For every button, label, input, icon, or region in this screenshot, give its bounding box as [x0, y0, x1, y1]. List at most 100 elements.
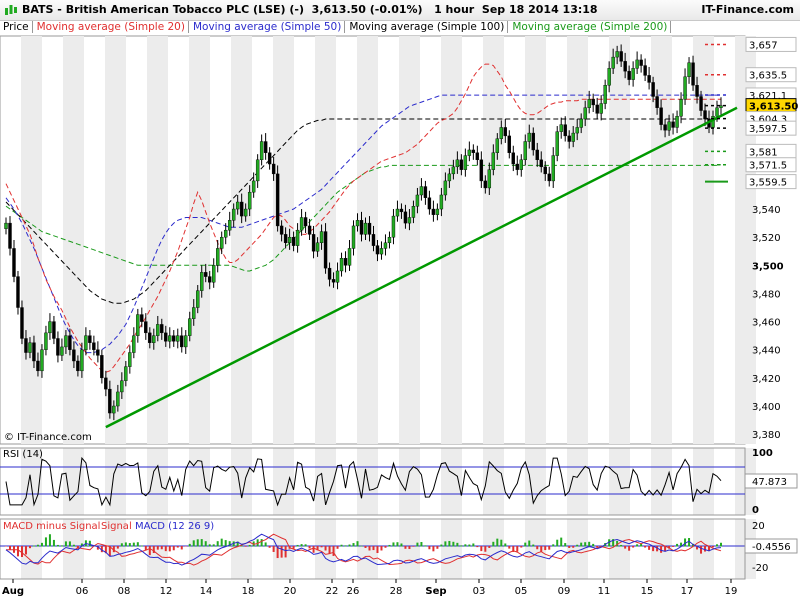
- macd-histogram-bar: [476, 546, 479, 548]
- macd-histogram-bar: [444, 541, 447, 547]
- macd-histogram-bar: [148, 546, 151, 556]
- datetime: Sep 18 2014 13:18: [481, 3, 598, 16]
- day-band: [105, 36, 126, 444]
- macd-histogram-bar: [572, 546, 575, 548]
- macd-histogram-bar: [632, 546, 635, 548]
- macd-histogram-bar: [220, 538, 223, 547]
- legend-ma100[interactable]: Moving average (Simple 100): [346, 21, 509, 33]
- candle-body: [663, 124, 667, 131]
- candle-body: [323, 231, 328, 269]
- macd-histogram-bar: [468, 544, 471, 547]
- candle-body: [423, 186, 428, 198]
- candle-body: [719, 105, 723, 108]
- level-box: [745, 67, 797, 83]
- x-tick-label: 17: [681, 586, 694, 597]
- chart-title-bar: BATS - British American Tobacco PLC (LSE…: [0, 0, 800, 21]
- macd-histogram-bar: [44, 537, 47, 547]
- candle-body: [655, 96, 659, 108]
- candle-body: [208, 276, 212, 283]
- candle-body: [16, 276, 20, 308]
- candle-body: [355, 220, 360, 227]
- macd-histogram-bar: [232, 541, 235, 547]
- macd-histogram-bar: [192, 540, 195, 547]
- candle-body: [543, 166, 547, 175]
- candle-body: [184, 335, 188, 348]
- candle-body: [92, 342, 96, 350]
- day-band: [441, 36, 462, 444]
- legend-ma50[interactable]: Moving average (Simple 50): [190, 21, 346, 33]
- macd-histogram-bar: [52, 539, 55, 547]
- macd-histogram-bar: [40, 542, 43, 547]
- macd-histogram-bar: [548, 546, 551, 550]
- macd-histogram-bar: [480, 546, 483, 552]
- macd-histogram-bar: [348, 544, 351, 547]
- macd-histogram-bar: [500, 539, 503, 547]
- day-band-rsi: [315, 448, 336, 515]
- candle-body: [128, 352, 132, 367]
- macd-histogram-bar: [96, 546, 99, 550]
- level-box: [745, 174, 797, 190]
- macd-histogram-bar: [260, 539, 263, 547]
- candle-body: [439, 194, 444, 210]
- legend-ma200[interactable]: Moving average (Simple 200): [509, 21, 672, 33]
- macd-histogram-bar: [704, 546, 707, 552]
- candle-body: [251, 180, 256, 193]
- macd-histogram-bar: [120, 543, 123, 547]
- candle-body: [124, 366, 128, 381]
- macd-histogram-bar: [688, 538, 691, 547]
- candle-body: [415, 194, 420, 207]
- macd-histogram-bar: [104, 546, 107, 554]
- x-tick-label: 26: [347, 586, 360, 597]
- x-tick-label: 05: [515, 586, 528, 597]
- candle-body: [715, 107, 719, 117]
- candle-body: [44, 332, 48, 350]
- candle-body: [279, 225, 284, 235]
- macd-histogram-bar: [708, 546, 711, 552]
- candle-body: [112, 405, 116, 414]
- candle-body: [68, 335, 72, 350]
- legend-ma20[interactable]: Moving average (Simple 20): [34, 21, 189, 33]
- macd-value: -0.4556: [752, 542, 791, 553]
- macd-histogram-bar: [652, 546, 655, 552]
- day-band: [357, 36, 378, 444]
- candle-body: [599, 103, 603, 114]
- candle-body: [144, 321, 148, 334]
- candle-body: [435, 208, 440, 215]
- candle-body: [495, 138, 500, 153]
- candle-body: [28, 342, 32, 353]
- day-band-macd: [441, 519, 462, 579]
- legend-price[interactable]: Price: [0, 21, 33, 33]
- candle-body: [343, 258, 348, 266]
- y-tick-label: 3,520: [752, 233, 781, 244]
- macd-histogram-bar: [20, 546, 23, 557]
- macd-histogram-bar: [408, 546, 411, 550]
- candle-body: [287, 236, 292, 244]
- day-band: [63, 36, 84, 444]
- macd-histogram-bar: [380, 546, 383, 551]
- candle-body: [196, 290, 200, 308]
- macd-histogram-bar: [8, 546, 11, 550]
- macd-histogram-bar: [56, 544, 59, 547]
- candle-body: [4, 222, 8, 229]
- day-band-macd: [105, 519, 126, 579]
- candle-body: [511, 152, 515, 165]
- candle-body: [100, 355, 104, 379]
- y-tick-label: 3,540: [752, 205, 781, 216]
- macd-label-macd: MACD (12 26 9): [135, 521, 214, 532]
- day-band-macd: [483, 519, 504, 579]
- macd-histogram-bar: [368, 546, 371, 551]
- macd-histogram-bar: [216, 541, 219, 547]
- macd-histogram-bar: [272, 546, 275, 552]
- rsi-value-box: [744, 473, 798, 489]
- macd-histogram-bar: [292, 546, 295, 549]
- macd-histogram-bar: [496, 538, 499, 547]
- candle-body: [463, 155, 468, 170]
- macd-histogram-bar: [196, 539, 199, 547]
- macd-histogram-bar: [420, 542, 423, 547]
- last-price: 3,613.50 (-0.01%): [311, 3, 423, 16]
- macd-histogram-bar: [460, 545, 463, 547]
- candle-body: [64, 335, 68, 348]
- macd-histogram-bar: [240, 545, 243, 547]
- level-label: 3,581: [749, 147, 778, 158]
